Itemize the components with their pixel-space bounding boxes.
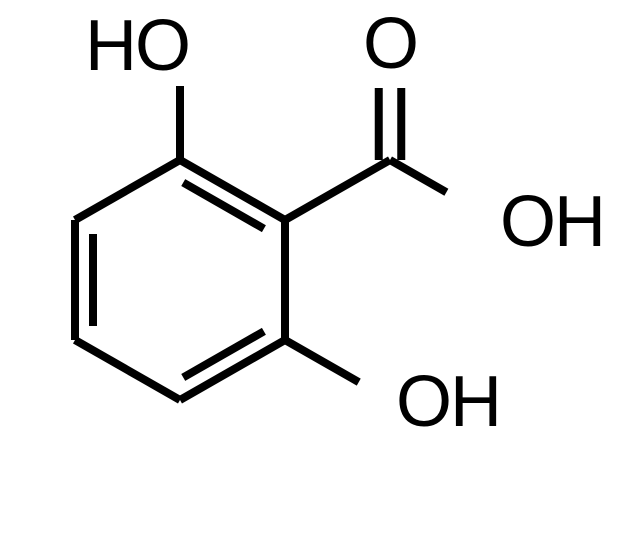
atom-label: O bbox=[363, 4, 417, 84]
bond-line bbox=[285, 340, 359, 382]
bond-line bbox=[390, 160, 446, 192]
atom-label: OH bbox=[396, 362, 500, 442]
chemical-structure-diagram: O OH HO OH bbox=[0, 0, 640, 538]
bond-line bbox=[75, 340, 180, 400]
atom-label: HO bbox=[85, 6, 189, 86]
bond-line bbox=[75, 160, 180, 220]
bond-line bbox=[285, 160, 390, 220]
atom-label: OH bbox=[500, 182, 604, 262]
